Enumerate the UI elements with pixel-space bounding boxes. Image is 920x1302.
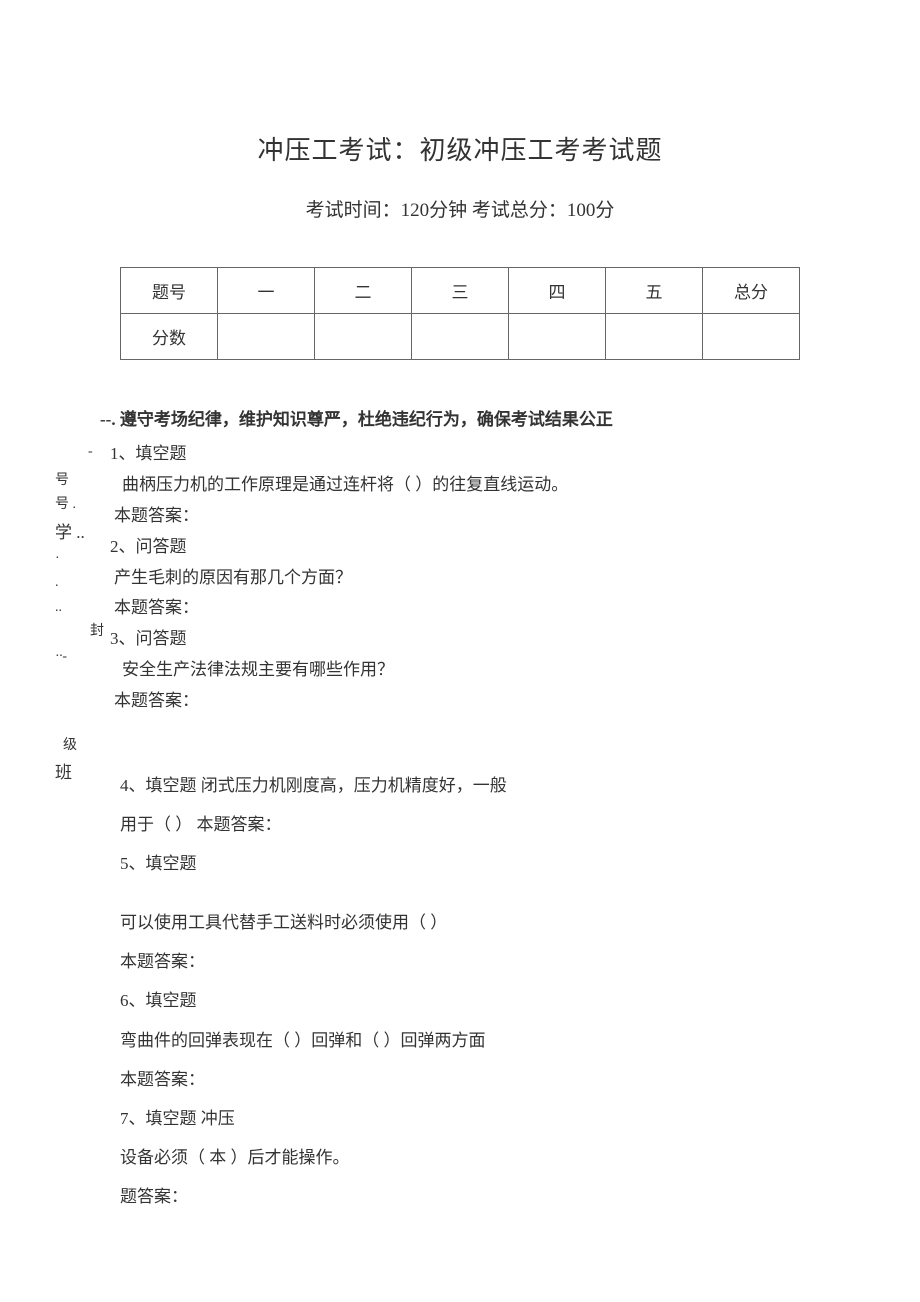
- table-cell: [703, 314, 800, 360]
- question-body-line: 可以使用工具代替手工送料时必须使用（ ）: [120, 903, 810, 942]
- question-body: 闭式压力机刚度高，压力机精度好，一般: [201, 776, 507, 795]
- side-label: 学 ..: [55, 519, 104, 546]
- side-label: 号 .: [55, 494, 104, 516]
- question-body-line: 用于（ ） 本题答案：: [120, 805, 810, 844]
- exam-instruction: --. 遵守考场纪律，维护知识尊严，杜绝违纪行为，确保考试结果公正: [100, 405, 810, 430]
- side-label: 封: [90, 621, 104, 643]
- exam-title: 冲压工考试：初级冲压工考考试题: [110, 130, 810, 167]
- question-body: 可以使用工具代替手工送料时必须使用（ ）: [120, 913, 447, 932]
- question-body: 用于（ ）: [120, 815, 192, 834]
- question-answer: 本题答案：: [114, 502, 810, 531]
- side-label: ·: [55, 548, 104, 570]
- table-cell: 二: [315, 268, 412, 314]
- question-item: 2、问答题: [110, 533, 810, 562]
- question-answer: 本题答案：: [114, 594, 810, 623]
- question-item: 4、填空题 闭式压力机刚度高，压力机精度好，一般: [120, 766, 810, 805]
- question-number: 6、填空题: [120, 991, 197, 1010]
- question-body: 曲柄压力机的工作原理是通过连杆将（ ）的往复直线运动。: [122, 471, 810, 500]
- table-cell: [606, 314, 703, 360]
- table-cell: [315, 314, 412, 360]
- table-cell: 总分: [703, 268, 800, 314]
- question-number: 1、填空题: [110, 444, 187, 463]
- side-label: 号: [55, 470, 104, 492]
- questions-lower: 4、填空题 闭式压力机刚度高，压力机精度好，一般 用于（ ） 本题答案： 5、填…: [120, 766, 810, 1216]
- question-answer: 本题答案：: [120, 942, 810, 981]
- question-answer: 本题答案：: [114, 687, 810, 716]
- table-cell: 四: [509, 268, 606, 314]
- question-number: 7、填空题: [120, 1109, 197, 1128]
- question-number: 5、填空题: [120, 854, 197, 873]
- question-item: 5、填空题: [120, 844, 810, 883]
- side-label: .: [55, 572, 104, 594]
- side-label: ..: [55, 597, 104, 619]
- table-cell: 题号: [121, 268, 218, 314]
- question-answer: 题答案：: [120, 1177, 810, 1216]
- table-header-row: 题号 一 二 三 四 五 总分: [121, 268, 800, 314]
- side-margin-labels: 号 号 . 学 .. · . .. 封 ··-: [55, 470, 104, 670]
- question-item: - 1、填空题: [110, 440, 810, 469]
- side-margin-labels-lower: 级 班: [55, 735, 77, 789]
- question-body-line: 弯曲件的回弹表现在（ ）回弹和（ ）回弹两方面: [120, 1021, 810, 1060]
- table-cell: 分数: [121, 314, 218, 360]
- question-body: 设备必须（ 本 ）后才能操作。: [120, 1148, 350, 1167]
- question-body-line: 设备必须（ 本 ）后才能操作。: [120, 1138, 810, 1177]
- side-label: 级: [63, 735, 77, 757]
- question-number: 3、问答题: [110, 629, 187, 648]
- table-score-row: 分数: [121, 314, 800, 360]
- table-cell: 五: [606, 268, 703, 314]
- question-body: 弯曲件的回弹表现在（ ）回弹和（ ）回弹两方面: [120, 1031, 486, 1050]
- question-body: 冲压: [201, 1109, 235, 1128]
- question-item: 6、填空题: [120, 981, 810, 1020]
- question-body: 产生毛刺的原因有那几个方面？: [114, 564, 810, 593]
- question-item: 3、问答题: [110, 625, 810, 654]
- score-table: 题号 一 二 三 四 五 总分 分数: [120, 267, 800, 360]
- exam-subtitle: 考试时间：120分钟 考试总分：100分: [110, 195, 810, 222]
- table-cell: 三: [412, 268, 509, 314]
- question-number: 2、问答题: [110, 537, 187, 556]
- table-cell: [412, 314, 509, 360]
- table-cell: 一: [218, 268, 315, 314]
- dash-prefix: -: [88, 440, 93, 464]
- question-item: 7、填空题 冲压: [120, 1099, 810, 1138]
- question-body: 安全生产法律法规主要有哪些作用？: [122, 656, 810, 685]
- table-cell: [218, 314, 315, 360]
- side-label: ··-: [55, 646, 104, 668]
- question-number: 4、填空题: [120, 776, 197, 795]
- question-answer: 本题答案：: [197, 815, 282, 834]
- side-label: 班: [55, 759, 77, 786]
- question-answer: 本题答案：: [120, 1060, 810, 1099]
- table-cell: [509, 314, 606, 360]
- questions-upper: - 1、填空题 曲柄压力机的工作原理是通过连杆将（ ）的往复直线运动。 本题答案…: [110, 440, 810, 716]
